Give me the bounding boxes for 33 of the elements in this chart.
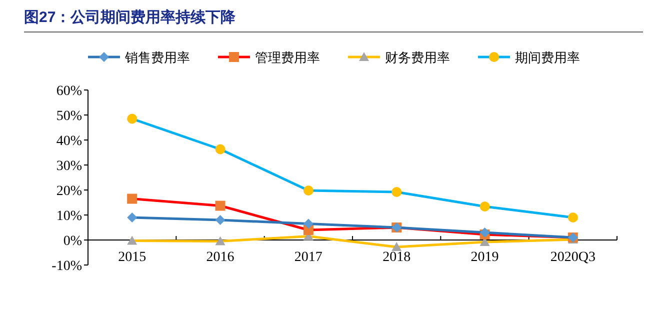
x-tick-label: 2015 <box>118 250 146 265</box>
point <box>392 242 402 251</box>
point <box>215 236 226 246</box>
point <box>215 200 226 211</box>
point <box>303 218 314 229</box>
point <box>127 114 138 124</box>
y-tick-label: -10% <box>52 259 82 274</box>
point <box>568 212 578 222</box>
y-tick-label: 0% <box>63 234 82 249</box>
x-tick-label: 2016 <box>206 250 234 265</box>
point <box>303 186 314 196</box>
legend-label: 销售费用率 <box>124 50 190 65</box>
legend-label: 财务费用率 <box>385 50 450 65</box>
y-tick-label: 60% <box>56 84 82 99</box>
point <box>215 215 226 225</box>
y-tick-label: 40% <box>56 134 82 149</box>
y-tick-label: 30% <box>56 159 82 174</box>
x-tick-label: 2020Q3 <box>550 250 596 265</box>
point <box>392 187 402 197</box>
chart-title: 图27：公司期间费用率持续下降 <box>24 8 237 26</box>
y-tick-label: 50% <box>56 109 82 124</box>
point <box>215 144 226 154</box>
point <box>127 236 138 245</box>
point <box>127 194 138 204</box>
legend-label: 期间费用率 <box>515 50 580 65</box>
point <box>127 212 138 222</box>
x-tick-label: 2019 <box>470 250 499 265</box>
legend-label: 管理费用率 <box>255 50 320 65</box>
y-tick-label: 20% <box>56 184 82 199</box>
y-tick-label: 10% <box>56 209 82 224</box>
x-tick-label: 2018 <box>382 250 411 265</box>
x-tick-label: 2017 <box>294 250 322 265</box>
point <box>480 202 490 212</box>
